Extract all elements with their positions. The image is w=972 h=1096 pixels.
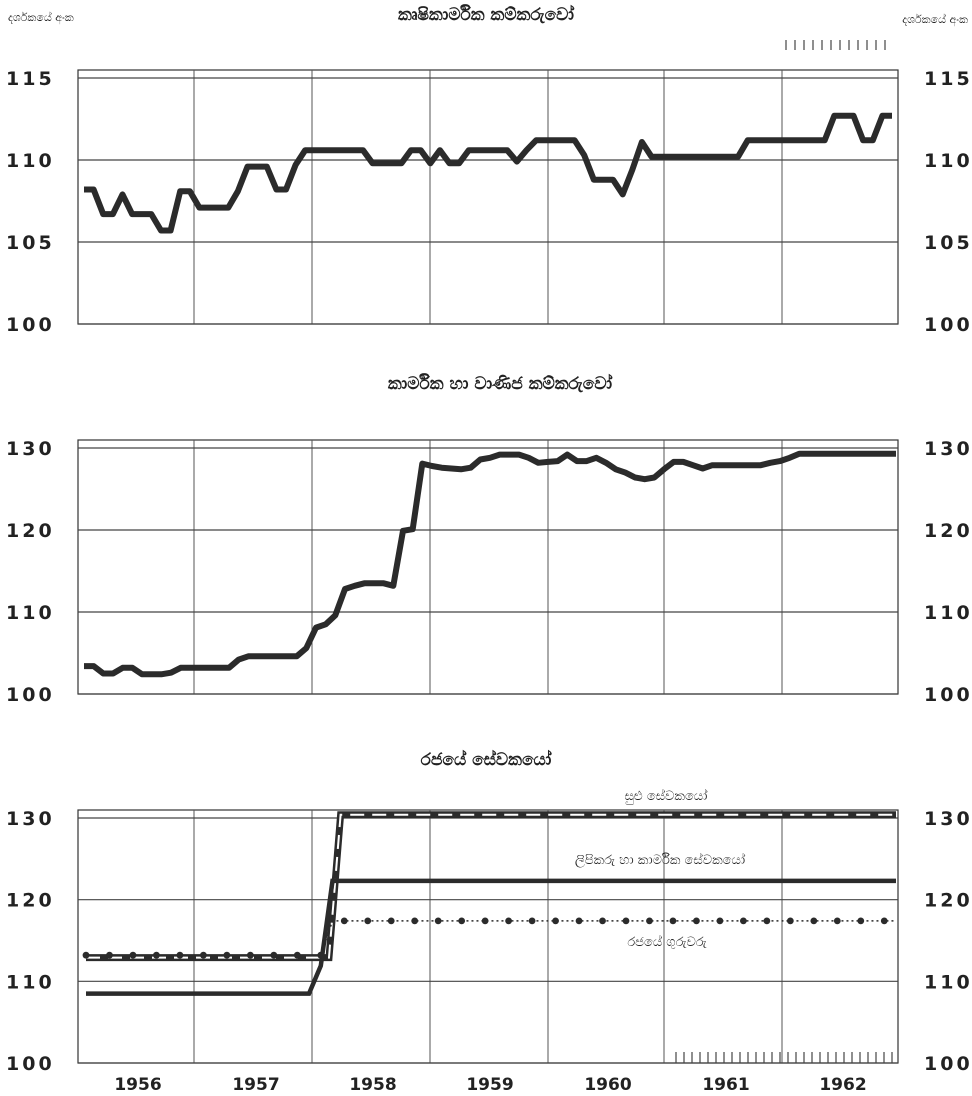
series-point-government-teachers [552, 917, 559, 925]
x-label-1961: 1961 [702, 1075, 749, 1095]
series-point-government-teachers [739, 917, 747, 925]
x-label-1957: 1957 [232, 1075, 279, 1095]
series-point-government-teachers [763, 917, 771, 925]
y-tick-label-left: 100 [6, 1053, 55, 1075]
y-tick-label-left: 100 [6, 314, 55, 336]
panel-government-employees: 100 100 110 110 120 120 130 130 [6, 808, 972, 1075]
series-point-government-teachers [129, 951, 137, 959]
series-line-minor-employees [86, 811, 896, 962]
y-tick-label-left: 130 [6, 808, 55, 830]
x-label-1959: 1959 [466, 1075, 513, 1095]
x-axis-labels: 1956 1957 1958 1959 1960 1961 1962 [114, 1075, 866, 1095]
series-line-minor-employees-dash [86, 813, 896, 959]
series-point-government-teachers [575, 917, 583, 925]
y-tick-label-left: 110 [6, 971, 55, 993]
x-label-1956: 1956 [114, 1075, 161, 1095]
y-tick-label-right: 100 [924, 684, 972, 706]
y-tick-label-left: 120 [6, 890, 55, 912]
series-label-clerical-technical: ලිපිකරු හා කාර්මික සේවකයෝ [575, 852, 745, 868]
series-point-government-teachers [622, 917, 630, 925]
series-line [84, 450, 896, 678]
series-point-government-teachers [434, 917, 442, 925]
series-label-government-teachers: රජයේ ගුරුවරු [627, 934, 706, 950]
series-point-government-teachers [364, 917, 372, 925]
series-point-government-teachers [833, 917, 841, 925]
y-tick-label-right: 120 [924, 520, 972, 542]
series-point-government-teachers [106, 951, 113, 959]
panel-3-title: රජයේ සේවකයෝ [421, 749, 553, 770]
panel-2-title: කාර්මික හා වාණිජ කම්කරුවෝ [388, 373, 613, 394]
y-tick-label-left: 130 [6, 438, 55, 460]
panel-frame [77, 439, 899, 695]
panel-frame [77, 69, 899, 325]
y-tick-label-left: 100 [6, 684, 55, 706]
y-tick-label-right: 100 [924, 314, 972, 336]
series-point-government-teachers [599, 917, 606, 925]
y-tick-label-left: 105 [6, 232, 55, 254]
series-point-government-teachers [82, 951, 90, 959]
y-tick-label-right: 110 [924, 971, 972, 993]
series-point-government-teachers [880, 917, 888, 925]
y-tick-label-right: 115 [924, 68, 972, 90]
series-point-government-teachers [153, 951, 160, 959]
series-point-government-teachers [481, 917, 489, 925]
y-unit-label-left: දර්ශකයේ අංක [8, 10, 74, 25]
series-line-government-teachers [86, 920, 896, 956]
panel-agricultural-workers: 100 100 105 105 110 110 115 115 [6, 68, 972, 336]
series-point-government-teachers [317, 951, 325, 959]
series-point-government-teachers [857, 917, 865, 925]
series-point-government-teachers [246, 951, 254, 959]
series-label-minor-employees: සුළු සේවකයෝ [625, 788, 708, 804]
series-line [84, 112, 892, 234]
series-point-government-teachers [340, 917, 348, 925]
x-label-1960: 1960 [584, 1075, 631, 1095]
y-unit-label-right: දර්ශකයේ අංක [902, 12, 968, 27]
y-tick-label-left: 110 [6, 602, 55, 624]
series-point-government-teachers [669, 917, 677, 925]
series-point-government-teachers [716, 917, 724, 925]
series-point-government-teachers [646, 917, 653, 925]
panel-industrial-commercial-workers: 100 100 110 110 120 120 130 130 [6, 438, 972, 706]
y-tick-label-left: 120 [6, 520, 55, 542]
series-point-government-teachers [505, 917, 513, 925]
y-tick-label-left: 115 [6, 68, 55, 90]
series-point-government-teachers [176, 951, 184, 959]
y-tick-label-right: 105 [924, 232, 972, 254]
panel-1-title: කෘෂිකාර්මික කම්කරුවෝ [398, 4, 575, 25]
series-point-government-teachers [528, 917, 536, 925]
y-tick-label-right: 110 [924, 602, 972, 624]
series-point-government-teachers [810, 917, 818, 925]
y-tick-label-left: 110 [6, 150, 55, 172]
y-tick-label-right: 130 [924, 808, 972, 830]
series-line-clerical-technical [86, 878, 896, 996]
series-point-government-teachers [458, 917, 466, 925]
series-point-government-teachers [223, 951, 231, 959]
y-tick-label-right: 100 [924, 1053, 972, 1075]
series-point-government-teachers [693, 917, 700, 925]
series-point-government-teachers [199, 951, 207, 959]
x-label-1958: 1958 [349, 1075, 396, 1095]
series-point-government-teachers [293, 951, 301, 959]
series-point-government-teachers [411, 917, 419, 925]
panel-frame [77, 809, 899, 1064]
y-tick-label-right: 110 [924, 150, 972, 172]
series-point-government-teachers [387, 917, 395, 925]
series-point-government-teachers [786, 917, 794, 925]
y-tick-label-right: 120 [924, 890, 972, 912]
series-point-government-teachers [270, 951, 278, 959]
x-label-1962: 1962 [819, 1075, 866, 1095]
y-tick-label-right: 130 [924, 438, 972, 460]
